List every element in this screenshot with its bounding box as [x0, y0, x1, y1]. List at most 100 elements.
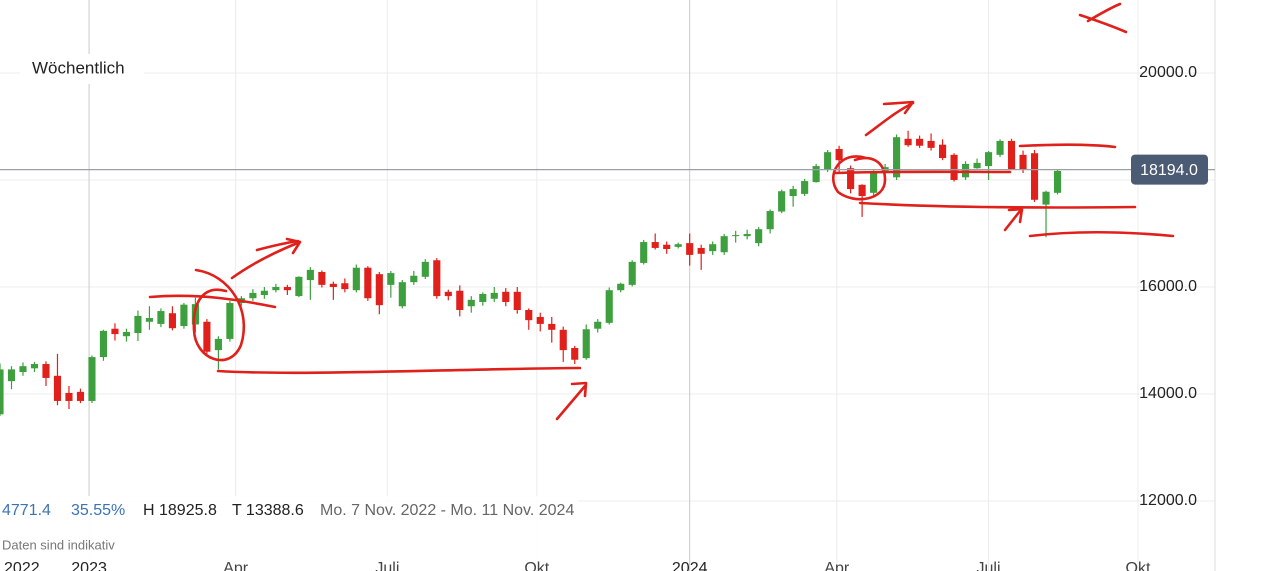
candle-body — [456, 290, 464, 310]
stat-change: 4771.4 — [2, 502, 51, 519]
candle-body — [111, 328, 119, 335]
x-tick-label: Okt — [1126, 560, 1151, 571]
candle-body — [157, 311, 165, 324]
candle-body — [513, 291, 521, 310]
candle-body — [467, 299, 475, 307]
annotation — [864, 100, 915, 137]
candle-body — [847, 168, 855, 190]
stats-box — [0, 496, 578, 571]
candle-body — [433, 260, 441, 297]
candle-body — [582, 329, 590, 359]
candle-body — [421, 261, 429, 277]
candle-body — [766, 211, 774, 230]
candle-body — [99, 330, 108, 358]
candle-body — [870, 173, 878, 193]
annotation — [1003, 207, 1024, 232]
candle-body — [122, 331, 131, 337]
candle-body — [410, 275, 418, 283]
candle-body — [605, 290, 613, 323]
candle-body — [203, 321, 211, 352]
candle-body — [168, 313, 176, 329]
candle-body — [697, 247, 705, 254]
candle-body — [42, 364, 50, 378]
annotation — [216, 366, 582, 375]
candle-body — [732, 235, 740, 237]
y-tick-label: 12000.0 — [1139, 492, 1197, 509]
last-price-box — [1131, 154, 1208, 185]
candle-body — [812, 166, 820, 183]
candle-body — [778, 191, 786, 212]
candle-body — [318, 272, 326, 285]
candle-body — [571, 347, 579, 360]
candle-body — [651, 242, 659, 248]
candle-body — [306, 269, 314, 281]
stat-high: H 18925.8 — [143, 502, 217, 519]
x-tick-label: 2024 — [672, 560, 708, 571]
x-axis: 2022 2023 Apr Juli Okt 2024 Apr Juli Okt — [4, 560, 1151, 571]
candle-body — [444, 291, 452, 297]
candle-body — [30, 364, 39, 369]
annotation — [148, 294, 277, 309]
candle-body — [663, 244, 671, 250]
candle-body — [65, 392, 73, 401]
annotation — [1018, 143, 1117, 149]
candle-body — [916, 138, 924, 146]
x-tick-label: 2022 — [4, 560, 40, 571]
annotation — [1028, 230, 1175, 238]
candle-body — [559, 329, 567, 351]
candle-body — [180, 304, 188, 327]
candle-body — [973, 162, 981, 169]
candle-body — [950, 154, 958, 180]
candle-body — [226, 303, 234, 339]
candle-body — [0, 369, 4, 415]
candle-body — [272, 286, 280, 291]
candle-body — [674, 244, 682, 247]
candle-body — [352, 267, 360, 291]
candle-body — [249, 292, 257, 299]
candle-body — [743, 234, 751, 237]
x-tick-label: Apr — [824, 560, 850, 571]
annotation — [230, 237, 302, 280]
candle-body — [628, 261, 636, 285]
candle-body — [904, 138, 912, 146]
interval-box — [20, 54, 144, 84]
candle-body — [617, 283, 625, 291]
y-tick-label: 14000.0 — [1139, 385, 1197, 402]
candle-body — [295, 276, 303, 297]
candle-body — [755, 229, 763, 244]
candle-body — [1019, 154, 1027, 170]
candle-body — [789, 189, 797, 197]
candle-body — [7, 369, 16, 382]
candle-body — [939, 144, 947, 159]
x-tick-label: Juli — [977, 560, 1001, 571]
candle-body — [893, 137, 901, 178]
candles — [0, 130, 1062, 416]
x-tick-label: Juli — [375, 560, 399, 571]
candle-body — [76, 391, 85, 401]
candle-body — [214, 338, 222, 351]
y-tick-label: 16000.0 — [1139, 278, 1197, 295]
grid — [0, 0, 1215, 571]
last-price: 18194.0 — [0, 154, 1215, 185]
candle-body — [709, 244, 717, 252]
candle-body — [525, 309, 533, 321]
candle-body — [720, 236, 728, 253]
candle-body — [490, 292, 498, 299]
candle-body — [479, 293, 487, 302]
annotation — [555, 381, 588, 421]
candle-body — [996, 140, 1004, 155]
candle-body — [835, 148, 843, 161]
candle-body — [341, 283, 349, 290]
annotation — [1078, 2, 1128, 34]
last-price-label: 18194.0 — [1140, 162, 1198, 179]
candle-body — [801, 181, 809, 194]
candle-body — [984, 152, 993, 167]
candle-body — [640, 242, 648, 263]
note: Daten sind indikativ — [2, 537, 115, 552]
annotation — [831, 155, 887, 201]
candle-body — [686, 243, 694, 255]
x-tick-label: 2023 — [71, 560, 107, 571]
candle-body — [88, 357, 96, 401]
